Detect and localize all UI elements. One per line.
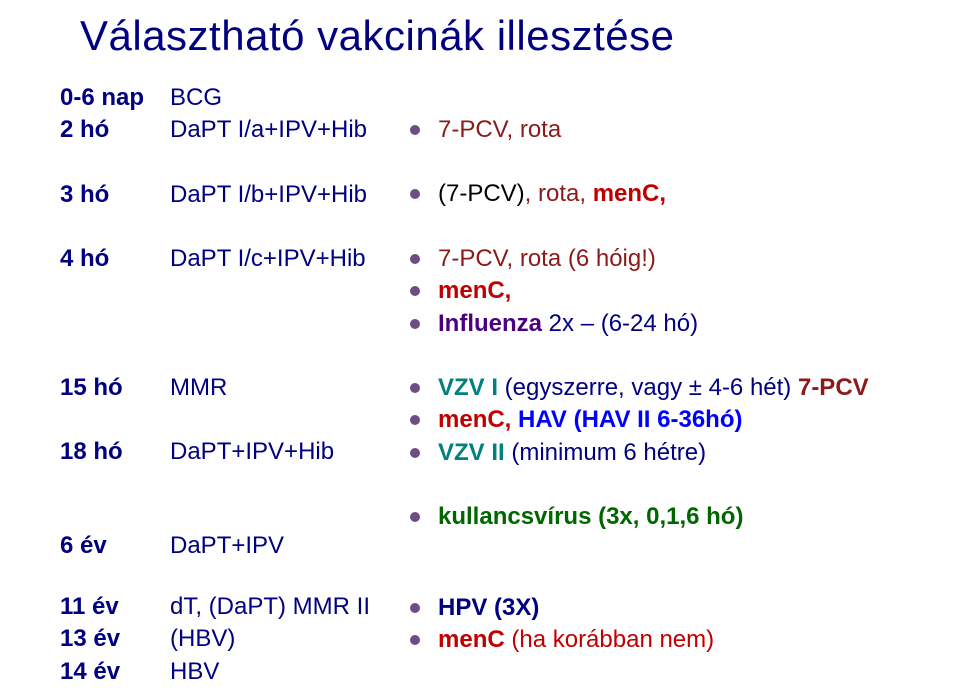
bullet-7pcv-rota-menc: (7-PCV), rota, menC, bbox=[410, 178, 920, 210]
bullet-vzv1: VZV I (egyszerre, vagy ± 4-6 hét) 7-PCV bbox=[410, 372, 920, 404]
age-label: 2 hó bbox=[60, 114, 170, 146]
spacer bbox=[410, 211, 920, 243]
text-hav: HAV (HAV II 6-36hó) bbox=[518, 406, 742, 433]
vaccine-label: DaPT I/c+IPV+Hib bbox=[170, 243, 366, 275]
spacer bbox=[410, 534, 920, 592]
bullet-icon bbox=[410, 635, 420, 645]
text-7pcv-paren: (7-PCV) bbox=[438, 180, 525, 207]
text-menc: menC, bbox=[593, 180, 666, 207]
text-7pcv: 7-PCV bbox=[798, 374, 869, 401]
text-menc: menC bbox=[438, 626, 511, 653]
vaccine-label: DaPT I/a+IPV+Hib bbox=[170, 114, 367, 146]
bullet-icon bbox=[410, 448, 420, 458]
age-label: 15 hó bbox=[60, 372, 170, 404]
age-label: 18 hó bbox=[60, 436, 170, 468]
bullet-icon bbox=[410, 254, 420, 264]
vaccine-label: MMR bbox=[170, 372, 227, 404]
vaccine-label: DaPT I/b+IPV+Hib bbox=[170, 179, 367, 211]
bullet-icon bbox=[410, 383, 420, 393]
text-menc-detail: (ha korábban nem) bbox=[511, 626, 714, 653]
text-influenza: Influenza bbox=[438, 310, 542, 337]
row-14ev: 14 év HBV bbox=[60, 656, 410, 688]
vaccine-label: DaPT+IPV bbox=[170, 530, 284, 562]
text-7pcv-rota: 7-PCV, rota bbox=[438, 114, 561, 146]
bullet-menc-later: menC (ha korábban nem) bbox=[410, 624, 920, 656]
spacer bbox=[410, 469, 920, 501]
text-line: VZV I (egyszerre, vagy ± 4-6 hét) 7-PCV bbox=[438, 372, 869, 404]
text-line: Influenza 2x – (6-24 hó) bbox=[438, 308, 698, 340]
spacer bbox=[60, 563, 410, 591]
text-kullancs: kullancsvírus (3x, 0,1,6 hó) bbox=[438, 501, 743, 533]
text-menc: menC, bbox=[438, 275, 511, 307]
bullet-7pcv-rota: 7-PCV, rota bbox=[410, 114, 920, 146]
age-label: 6 év bbox=[60, 530, 170, 562]
spacer bbox=[410, 340, 920, 372]
text-vzv2-detail: (minimum 6 hétre) bbox=[505, 439, 706, 466]
text-line: (7-PCV), rota, menC, bbox=[438, 178, 666, 210]
spacer bbox=[410, 82, 920, 114]
row-15ho: 15 hó MMR bbox=[60, 372, 410, 404]
spacer bbox=[60, 276, 410, 372]
vaccine-label: dT, (DaPT) MMR II bbox=[170, 591, 370, 623]
bullet-influenza: Influenza 2x – (6-24 hó) bbox=[410, 308, 920, 340]
two-column-layout: 0-6 nap BCG 2 hó DaPT I/a+IPV+Hib 3 hó D… bbox=[60, 82, 920, 688]
bullet-icon bbox=[410, 189, 420, 199]
right-column: 7-PCV, rota (7-PCV), rota, menC, 7-PCV, … bbox=[410, 82, 920, 688]
row-13ev: 13 év (HBV) bbox=[60, 623, 410, 655]
row-6ev: 6 év DaPT+IPV bbox=[60, 530, 410, 562]
row-0-6nap: 0-6 nap BCG bbox=[60, 82, 410, 114]
text-line: menC, HAV (HAV II 6-36hó) bbox=[438, 404, 742, 436]
text-rota: , rota, bbox=[525, 180, 593, 207]
text-influenza-detail: 2x – (6-24 hó) bbox=[542, 310, 698, 337]
age-label: 3 hó bbox=[60, 179, 170, 211]
age-label: 0-6 nap bbox=[60, 82, 170, 114]
bullet-vzv2: VZV II (minimum 6 hétre) bbox=[410, 437, 920, 469]
row-11ev: 11 év dT, (DaPT) MMR II bbox=[60, 591, 410, 623]
text-line: VZV II (minimum 6 hétre) bbox=[438, 437, 706, 469]
bullet-hpv: HPV (3X) bbox=[410, 592, 920, 624]
row-3ho: 3 hó DaPT I/b+IPV+Hib bbox=[60, 179, 410, 211]
text-hpv: HPV (3X) bbox=[438, 592, 539, 624]
spacer bbox=[60, 468, 410, 530]
age-label: 4 hó bbox=[60, 243, 170, 275]
age-label: 13 év bbox=[60, 623, 170, 655]
text-7pcv-6hoig: 7-PCV, rota (6 hóig!) bbox=[438, 243, 656, 275]
bullet-icon bbox=[410, 319, 420, 329]
spacer bbox=[410, 146, 920, 178]
spacer bbox=[60, 147, 410, 179]
bullet-kullancs: kullancsvírus (3x, 0,1,6 hó) bbox=[410, 501, 920, 533]
vaccine-label: HBV bbox=[170, 656, 219, 688]
vaccine-label: DaPT+IPV+Hib bbox=[170, 436, 334, 468]
age-label: 14 év bbox=[60, 656, 170, 688]
slide-title: Választható vakcinák illesztése bbox=[80, 12, 920, 60]
bullet-icon bbox=[410, 415, 420, 425]
vaccine-label: BCG bbox=[170, 82, 222, 114]
spacer bbox=[60, 211, 410, 243]
bullet-icon bbox=[410, 286, 420, 296]
vaccine-label: (HBV) bbox=[170, 623, 235, 655]
bullet-7pcv-6hoig: 7-PCV, rota (6 hóig!) bbox=[410, 243, 920, 275]
left-column: 0-6 nap BCG 2 hó DaPT I/a+IPV+Hib 3 hó D… bbox=[60, 82, 410, 688]
bullet-icon bbox=[410, 512, 420, 522]
bullet-icon bbox=[410, 603, 420, 613]
age-label: 11 év bbox=[60, 591, 170, 623]
text-line: menC (ha korábban nem) bbox=[438, 624, 714, 656]
bullet-menc: menC, bbox=[410, 275, 920, 307]
text-vzv1: VZV I bbox=[438, 374, 498, 401]
row-18ho: 18 hó DaPT+IPV+Hib bbox=[60, 436, 410, 468]
text-vzv1-detail: (egyszerre, vagy ± 4-6 hét) bbox=[498, 374, 798, 401]
spacer bbox=[60, 404, 410, 436]
row-4ho: 4 hó DaPT I/c+IPV+Hib bbox=[60, 243, 410, 275]
text-menc: menC, bbox=[438, 406, 518, 433]
bullet-icon bbox=[410, 125, 420, 135]
text-vzv2: VZV II bbox=[438, 439, 505, 466]
bullet-menc-hav: menC, HAV (HAV II 6-36hó) bbox=[410, 404, 920, 436]
row-2ho: 2 hó DaPT I/a+IPV+Hib bbox=[60, 114, 410, 146]
